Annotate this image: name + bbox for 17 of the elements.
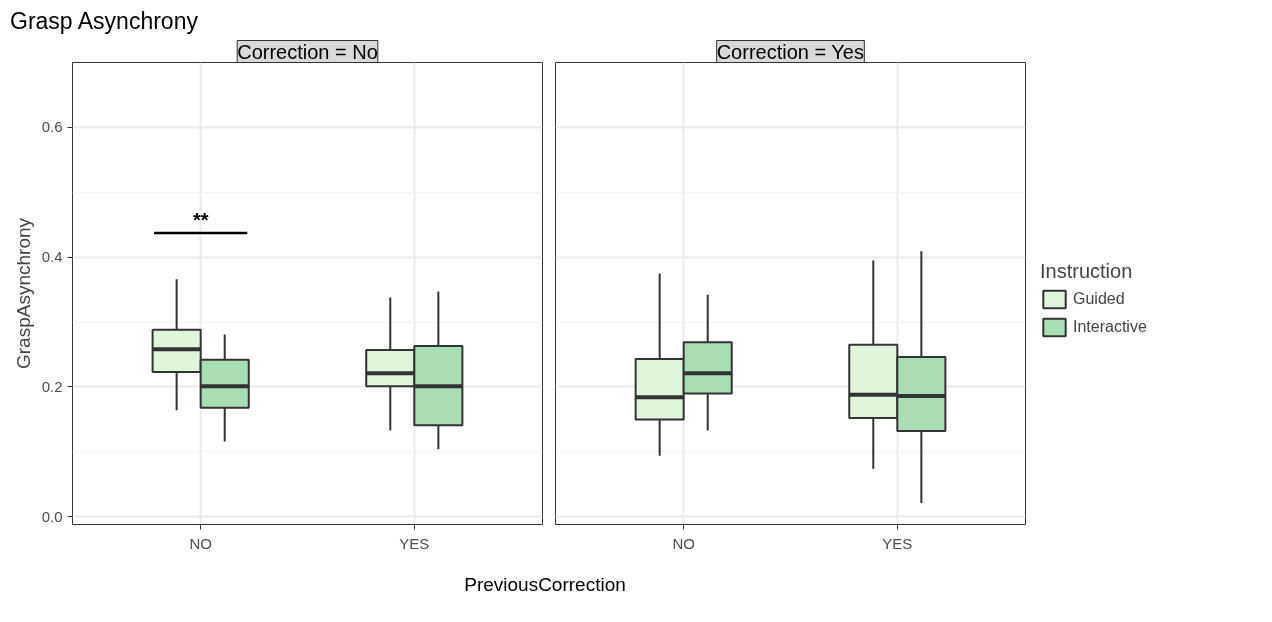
x-tick-label: YES xyxy=(399,534,430,552)
legend-label: Guided xyxy=(1073,290,1125,308)
y-tick-label: 0.6 xyxy=(41,118,63,136)
legend-title: Instruction xyxy=(1040,260,1134,283)
x-tick-label: YES xyxy=(882,534,913,552)
chart-subtitle: Correction = No xyxy=(237,40,378,63)
x-tick-label: NO xyxy=(189,534,212,552)
x-tick-label: NO xyxy=(672,534,695,552)
y-axis-title: GraspAsynchrony xyxy=(12,217,34,369)
chart-title: Grasp Asynchrony xyxy=(10,7,198,36)
y-tick-label: 0.2 xyxy=(41,377,63,395)
y-tick-label: 0.0 xyxy=(41,507,63,525)
annotation: ** xyxy=(192,209,209,232)
y-tick-label: 0.4 xyxy=(41,248,63,266)
x-axis-title: PreviousCorrection xyxy=(464,573,626,597)
legend-label: Interactive xyxy=(1073,318,1147,336)
chart-subtitle: Correction = Yes xyxy=(716,40,864,63)
